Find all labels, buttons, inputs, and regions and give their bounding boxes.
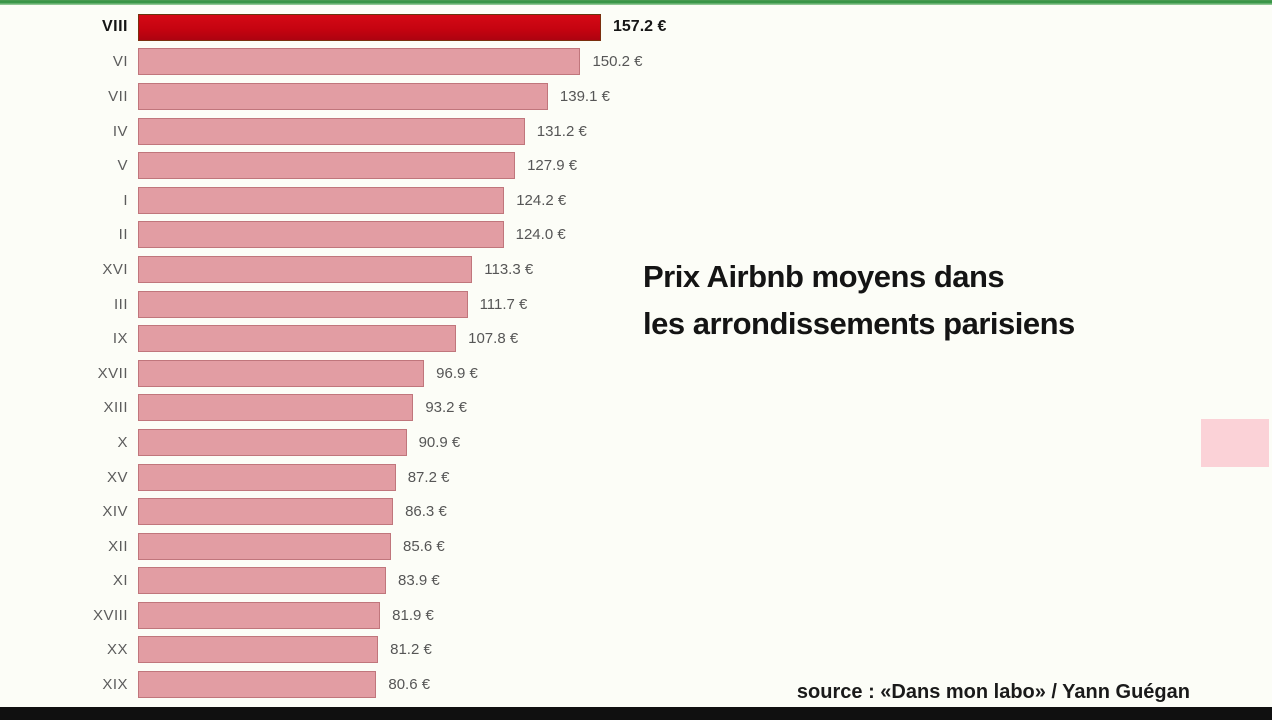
- bar-row: XII 85.6 €: [0, 529, 780, 564]
- category-label: II: [118, 226, 128, 244]
- bar: [138, 428, 407, 456]
- value-label: 111.7 €: [479, 295, 528, 313]
- bar-row: VIII 157.2 €: [0, 10, 780, 45]
- category-label: VII: [108, 87, 128, 105]
- value-label: 124.0 €: [515, 226, 566, 244]
- category-label: XI: [112, 572, 128, 590]
- value-label: 87.2 €: [407, 468, 450, 486]
- value-label: 131.2 €: [536, 122, 587, 140]
- bar: [138, 325, 457, 353]
- category-label: XVII: [97, 364, 128, 382]
- value-label: 157.2 €: [613, 18, 667, 36]
- value-label: 83.9 €: [398, 572, 440, 590]
- bar: [138, 498, 394, 526]
- bar: [138, 601, 381, 629]
- category-label: VI: [112, 53, 128, 71]
- bar-row: III 111.7 €: [0, 287, 780, 322]
- value-label: 85.6 €: [403, 537, 445, 555]
- value-label: 124.2 €: [516, 191, 567, 209]
- value-label: 81.9 €: [392, 606, 434, 624]
- bar: [138, 117, 525, 145]
- value-label: 113.3 €: [484, 260, 534, 278]
- bar: [138, 636, 379, 664]
- category-label: X: [117, 433, 128, 451]
- bar: [138, 186, 505, 214]
- category-label: VIII: [101, 18, 128, 36]
- chart-title-line2: les arrondissements parisiens: [643, 306, 1075, 341]
- bar-chart: VIII 157.2 € VI 150.2 € VII 139.1 € IV 131.2 € V…: [0, 10, 780, 702]
- bar-row: XIV 86.3 €: [0, 494, 780, 529]
- bar: [138, 290, 468, 318]
- value-label: 90.9 €: [418, 433, 461, 451]
- value-label: 80.6 €: [388, 676, 431, 694]
- category-label: XIX: [102, 676, 128, 694]
- value-label: 86.3 €: [405, 503, 447, 521]
- bar-row: XV 87.2 €: [0, 460, 780, 495]
- category-label: I: [123, 191, 128, 209]
- bar: [138, 463, 396, 491]
- bar-row: XI 83.9 €: [0, 564, 780, 599]
- bar: [138, 152, 516, 180]
- bar: [138, 532, 392, 560]
- category-label: III: [113, 295, 128, 313]
- category-label: XIV: [102, 503, 128, 521]
- bar-row: XVII 96.9 €: [0, 356, 780, 391]
- bar-row: XVIII 81.9 €: [0, 598, 780, 633]
- bar: [138, 255, 473, 283]
- bar-row: XIII 93.2 €: [0, 391, 780, 426]
- bar-row: IV 131.2 €: [0, 114, 780, 149]
- bar-row: VI 150.2 €: [0, 45, 780, 80]
- value-label: 93.2 €: [425, 399, 468, 417]
- bar: [138, 13, 601, 41]
- bar-row: I 124.2 €: [0, 183, 780, 218]
- category-label: XVIII: [92, 606, 128, 624]
- category-label: XII: [108, 537, 128, 555]
- category-label: IV: [112, 122, 128, 140]
- category-label: V: [117, 157, 128, 175]
- value-label: 139.1 €: [559, 87, 610, 105]
- category-label: XVI: [102, 260, 128, 278]
- bar-row: II 124.0 €: [0, 218, 780, 253]
- bar-row: XVI 113.3 €: [0, 252, 780, 287]
- value-label: 96.9 €: [436, 364, 478, 382]
- category-label: XX: [106, 641, 128, 659]
- bar: [138, 82, 548, 110]
- top-green-strip: [0, 0, 1272, 5]
- bar-row: X 90.9 €: [0, 425, 780, 460]
- source-credit: source : «Dans mon labo» / Yann Guégan: [796, 681, 1190, 703]
- bottom-black-strip: [0, 707, 1272, 720]
- value-label: 81.2 €: [390, 641, 432, 659]
- bar-row: VII 139.1 €: [0, 79, 780, 114]
- value-label: 107.8 €: [468, 330, 519, 348]
- category-label: XV: [106, 468, 128, 486]
- category-label: IX: [112, 330, 128, 348]
- bar: [138, 359, 425, 387]
- bar: [138, 671, 377, 699]
- category-label: XIII: [103, 399, 128, 417]
- pink-decoration-box: [1201, 419, 1269, 467]
- value-label: 150.2 €: [592, 53, 643, 71]
- chart-title-line1: Prix Airbnb moyens dans: [643, 259, 1005, 294]
- bar-row: XX 81.2 €: [0, 633, 780, 668]
- chart-title: Prix Airbnb moyens dans les arrondisseme…: [643, 253, 1075, 347]
- bar-row: V 127.9 €: [0, 148, 780, 183]
- bar: [138, 567, 387, 595]
- value-label: 127.9 €: [527, 157, 578, 175]
- bar-row: IX 107.8 €: [0, 321, 780, 356]
- bar: [138, 394, 414, 422]
- bar: [138, 48, 581, 76]
- bar: [138, 221, 504, 249]
- bar-row: XIX 80.6 €: [0, 667, 780, 702]
